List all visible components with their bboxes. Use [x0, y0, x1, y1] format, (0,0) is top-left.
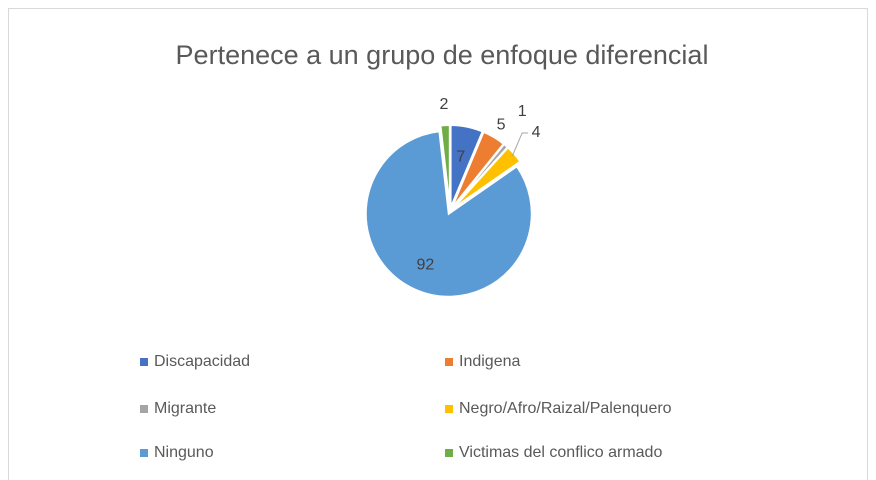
data-label: 7: [456, 149, 465, 166]
legend-swatch: [445, 358, 453, 366]
data-label: 4: [532, 124, 541, 141]
legend-swatch: [140, 358, 148, 366]
legend-swatch: [445, 405, 453, 413]
legend-label: Discapacidad: [154, 353, 250, 370]
legend-label: Negro/Afro/Raizal/Palenquero: [459, 400, 672, 417]
data-label: 92: [416, 257, 434, 274]
chart-title: Pertenece a un grupo de enfoque diferenc…: [176, 40, 709, 70]
data-label: 1: [518, 103, 527, 120]
legend-label: Migrante: [154, 400, 216, 417]
pie-slice: [439, 124, 451, 209]
legend-swatch: [445, 449, 453, 457]
legend-label: Indigena: [459, 353, 520, 370]
legend-label: Victimas del conflico armado: [459, 444, 662, 461]
data-label: 5: [497, 117, 506, 134]
leader-line: [511, 132, 529, 157]
legend-swatch: [140, 449, 148, 457]
legend-label: Ninguno: [154, 444, 214, 461]
pie-slice: [451, 146, 522, 210]
pie-slice: [364, 130, 533, 298]
legend-swatch: [140, 405, 148, 413]
data-label: 2: [440, 96, 449, 113]
